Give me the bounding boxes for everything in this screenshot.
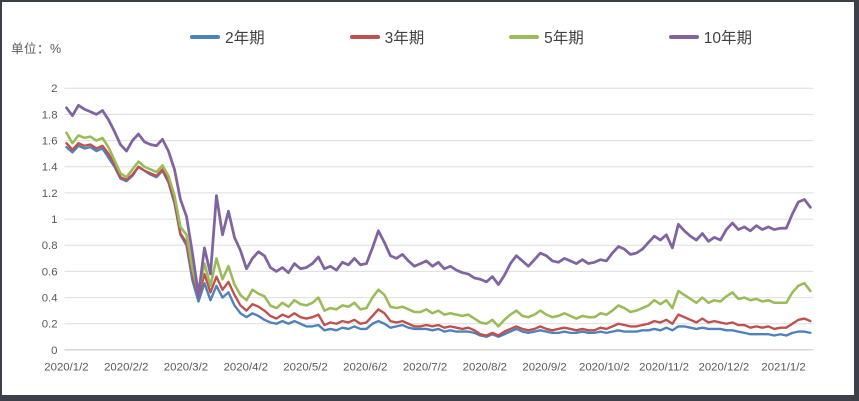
unit-label: 单位：%	[11, 42, 62, 56]
series-line-10年期	[65, 103, 812, 297]
legend-line-swatch-5y	[509, 35, 540, 39]
svg-text:2020/12/2: 2020/12/2	[699, 362, 750, 374]
svg-text:0.8: 0.8	[42, 240, 58, 252]
legend-label-3y: 3年期	[384, 30, 425, 47]
legend-line-swatch-10y	[668, 35, 699, 39]
x-axis-labels: 2020/1/2 2020/2/2 2020/3/2 2020/4/2 2020/5/2…	[44, 362, 805, 374]
svg-text:0.6: 0.6	[42, 266, 58, 278]
svg-text:0.4: 0.4	[42, 293, 58, 305]
legend-line-swatch-2y	[190, 35, 220, 39]
line-chart-canvas: 2 1.8 1.6 1.4 1.2 1 0.8 0.6 0.4 0.2 0 2020/1/2 2020/…	[2, 2, 854, 395]
svg-text:0.2: 0.2	[42, 319, 58, 331]
legend-label-5y: 5年期	[544, 30, 584, 47]
svg-text:1.8: 1.8	[42, 109, 58, 121]
svg-text:2: 2	[51, 83, 57, 95]
svg-text:1.6: 1.6	[42, 136, 58, 148]
series-line-5年期	[65, 131, 812, 328]
svg-text:2020/5/2: 2020/5/2	[283, 362, 327, 374]
svg-text:2021/1/2: 2021/1/2	[761, 362, 805, 374]
svg-text:2020/7/2: 2020/7/2	[403, 362, 447, 374]
legend-item-3y: 3年期	[349, 26, 425, 48]
legend-item-2y: 2年期	[190, 26, 265, 48]
svg-text:1.4: 1.4	[42, 162, 58, 174]
svg-text:2020/1/2: 2020/1/2	[44, 362, 88, 374]
legend-item-10y: 10年期	[668, 26, 752, 48]
legend-item-5y: 5年期	[509, 26, 584, 48]
svg-text:1.2: 1.2	[42, 188, 58, 200]
gridlines	[64, 87, 814, 351]
svg-text:2020/6/2: 2020/6/2	[343, 362, 387, 374]
legend-label-2y: 2年期	[225, 30, 265, 47]
svg-text:2020/9/2: 2020/9/2	[522, 362, 566, 374]
svg-text:2020/8/2: 2020/8/2	[463, 362, 507, 374]
svg-text:2020/11/2: 2020/11/2	[639, 362, 689, 374]
svg-text:1: 1	[51, 214, 57, 226]
svg-text:0: 0	[51, 345, 57, 357]
svg-text:2020/4/2: 2020/4/2	[224, 362, 268, 374]
y-axis-labels: 2 1.8 1.6 1.4 1.2 1 0.8 0.6 0.4 0.2 0	[42, 83, 58, 357]
svg-text:2020/3/2: 2020/3/2	[164, 362, 208, 374]
legend: 2年期 3年期 5年期 10年期	[190, 26, 752, 48]
legend-line-swatch-3y	[349, 35, 380, 39]
svg-text:2020/10/2: 2020/10/2	[579, 362, 630, 374]
legend-label-10y: 10年期	[703, 30, 752, 47]
series-line-2年期	[65, 144, 812, 338]
svg-text:2020/2/2: 2020/2/2	[104, 362, 148, 374]
